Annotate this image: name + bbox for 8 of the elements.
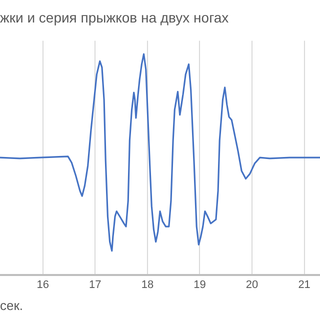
x-tick-label: 16: [36, 278, 49, 291]
chart-title: жки и серия прыжков на двух ногах: [0, 9, 229, 26]
x-axis-title: сек.: [0, 298, 24, 313]
x-tick-label: 20: [246, 278, 258, 291]
x-tick-label: 19: [194, 278, 206, 291]
x-tick-label: 18: [141, 278, 154, 291]
x-tick-label: 17: [89, 278, 102, 291]
x-tick-label: 21: [298, 278, 310, 291]
